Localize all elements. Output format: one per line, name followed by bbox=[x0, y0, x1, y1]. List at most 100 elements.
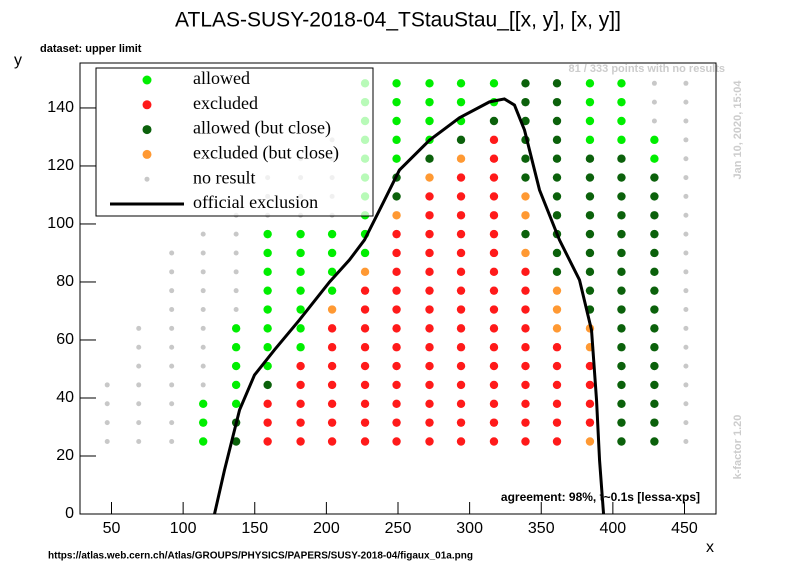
point bbox=[231, 324, 241, 333]
point bbox=[233, 288, 239, 294]
point bbox=[392, 211, 401, 220]
point bbox=[683, 212, 689, 218]
point bbox=[392, 248, 401, 258]
point bbox=[169, 438, 175, 444]
point bbox=[231, 380, 241, 390]
point bbox=[489, 116, 499, 126]
point bbox=[650, 437, 659, 446]
k-factor: k-factor 1.20 bbox=[732, 415, 744, 480]
point bbox=[683, 156, 689, 162]
point bbox=[683, 250, 689, 256]
point bbox=[263, 305, 272, 314]
point bbox=[169, 325, 175, 331]
point bbox=[521, 173, 530, 182]
point bbox=[392, 135, 401, 145]
point bbox=[425, 97, 434, 107]
point bbox=[456, 324, 466, 333]
point bbox=[585, 286, 595, 295]
point bbox=[360, 437, 370, 446]
point bbox=[169, 269, 175, 275]
point bbox=[617, 116, 626, 126]
point bbox=[327, 267, 337, 277]
point bbox=[169, 382, 175, 388]
point bbox=[617, 380, 626, 390]
point bbox=[296, 248, 305, 258]
point bbox=[425, 418, 434, 427]
point bbox=[650, 399, 659, 408]
point bbox=[392, 324, 401, 333]
point bbox=[650, 192, 659, 201]
point bbox=[585, 173, 595, 182]
point bbox=[169, 288, 175, 294]
point bbox=[456, 97, 466, 107]
point bbox=[552, 361, 562, 371]
point bbox=[327, 324, 337, 333]
point bbox=[521, 192, 530, 201]
point bbox=[456, 361, 466, 371]
point bbox=[683, 175, 689, 181]
point bbox=[456, 343, 466, 352]
point bbox=[617, 361, 626, 371]
legend-label: no result bbox=[193, 167, 256, 187]
point bbox=[683, 401, 689, 407]
point bbox=[489, 399, 499, 408]
point bbox=[521, 79, 530, 88]
y-tick-label: 140 bbox=[47, 99, 74, 116]
point bbox=[233, 231, 239, 237]
point bbox=[327, 399, 337, 408]
point bbox=[489, 154, 499, 163]
point bbox=[617, 192, 626, 201]
source-url: https://atlas.web.cern.ch/Atlas/GROUPS/P… bbox=[48, 551, 473, 562]
point bbox=[296, 418, 305, 427]
legend-label: excluded (but close) bbox=[193, 143, 339, 164]
point bbox=[456, 79, 466, 88]
y-tick-label: 0 bbox=[65, 505, 74, 522]
point bbox=[617, 135, 626, 145]
point bbox=[296, 343, 305, 352]
point bbox=[617, 173, 626, 182]
point bbox=[392, 97, 401, 107]
point bbox=[136, 382, 142, 388]
point bbox=[169, 363, 175, 369]
point bbox=[136, 325, 142, 331]
point bbox=[489, 248, 499, 258]
point bbox=[521, 437, 530, 446]
dataset-label: dataset: upper limit bbox=[40, 43, 142, 55]
point bbox=[521, 418, 530, 427]
point bbox=[489, 286, 499, 295]
point bbox=[392, 399, 401, 408]
point bbox=[552, 173, 562, 182]
point bbox=[650, 248, 659, 258]
point bbox=[198, 399, 208, 408]
point bbox=[552, 380, 562, 390]
point bbox=[521, 399, 530, 408]
point bbox=[521, 97, 530, 107]
point bbox=[456, 380, 466, 390]
exclusion-line bbox=[213, 97, 606, 514]
point bbox=[200, 307, 206, 313]
point bbox=[585, 229, 595, 239]
point bbox=[392, 267, 401, 277]
point bbox=[263, 437, 272, 446]
point bbox=[296, 286, 305, 295]
point bbox=[585, 418, 595, 427]
point bbox=[456, 399, 466, 408]
x-tick-label: 300 bbox=[456, 520, 483, 537]
point bbox=[650, 343, 659, 352]
point bbox=[552, 437, 562, 446]
point bbox=[456, 437, 466, 446]
point bbox=[521, 380, 530, 390]
x-tick-label: 100 bbox=[170, 520, 197, 537]
y-tick-label: 80 bbox=[56, 273, 74, 290]
x-axis-label: x bbox=[706, 539, 714, 556]
point bbox=[392, 229, 401, 239]
point bbox=[521, 248, 530, 258]
point bbox=[456, 135, 466, 145]
legend: allowed excluded allowed (but close) exclud… bbox=[95, 67, 374, 217]
point bbox=[521, 286, 530, 295]
point bbox=[489, 305, 499, 314]
point bbox=[327, 343, 337, 352]
x-tick-label: 150 bbox=[241, 520, 268, 537]
point bbox=[650, 305, 659, 314]
point bbox=[104, 420, 110, 426]
